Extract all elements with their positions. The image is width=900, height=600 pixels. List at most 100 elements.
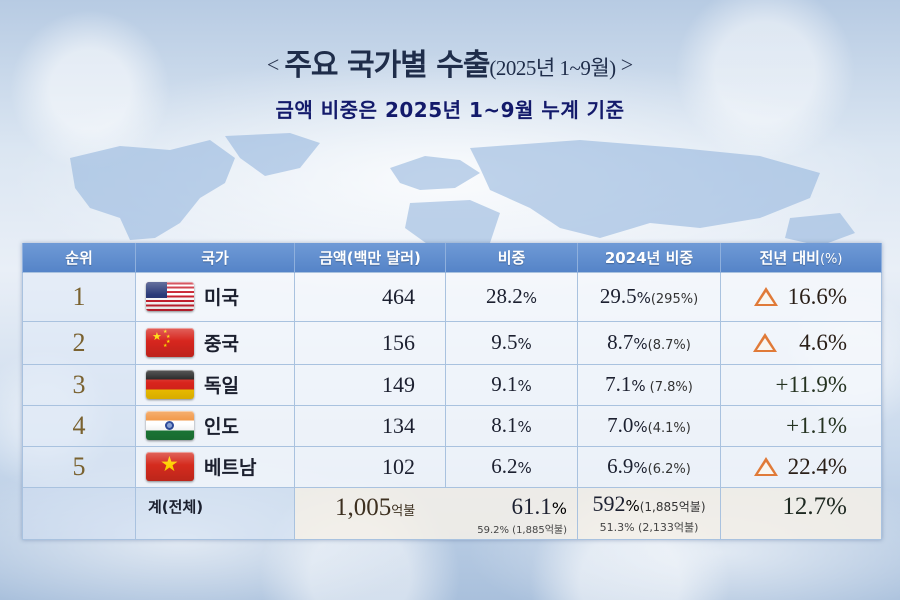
header-share-2024: 2024년 비중 — [577, 243, 721, 272]
total-label: 계(전체) — [148, 497, 204, 516]
amount-value: 464 — [382, 283, 415, 309]
share-unit: % — [517, 459, 532, 477]
amount-cell: 134 — [294, 404, 446, 447]
yoy-value: +1.1% — [786, 412, 847, 438]
share-2024-cell: 7.0%(4.1%) — [577, 404, 721, 447]
share-value: 8.1 — [491, 413, 518, 437]
share-2024-unit: % — [633, 459, 648, 477]
share-2024-unit: % — [631, 377, 646, 395]
amount-value: 149 — [382, 371, 415, 397]
triangle-decrease-icon — [753, 457, 778, 476]
share-cell: 6.2% — [445, 445, 578, 488]
amount-cell: 156 — [294, 320, 446, 365]
country-name: 인도 — [204, 416, 239, 438]
share-unit: % — [517, 335, 532, 353]
page-title: < 주요 국가별 수출(2025년 1~9월) > — [0, 40, 900, 84]
us-flag-icon — [146, 282, 194, 311]
rank-cell: 2 — [22, 320, 136, 365]
country-cell: 인도 — [135, 404, 295, 447]
share-unit: % — [522, 289, 537, 307]
yoy-cell: 22.4% — [720, 445, 882, 488]
subtitle: 금액 비중은 2025년 1~9월 누계 기준 — [275, 98, 625, 122]
share-2024-unit: % — [633, 335, 648, 353]
share-2024-value: 7.1 — [605, 372, 632, 396]
table-row: 1 미국 464 28.2% 29.5%(295%) 16.6% — [22, 271, 882, 322]
yoy-value: 22.4% — [787, 453, 847, 479]
total-label-cell: 계(전체) — [135, 486, 295, 540]
rank-cell: 4 — [22, 404, 136, 447]
yoy-cell: 16.6% — [720, 271, 882, 322]
yoy-cell: +1.1% — [720, 404, 882, 447]
header-yoy-label: 전년 대비 — [759, 248, 820, 267]
table-row: 4 인도 134 8.1% 7.0%(4.1%) +1.1% — [22, 404, 882, 447]
amount-cell: 102 — [294, 445, 446, 488]
share-2024-value: 6.9 — [607, 454, 634, 478]
share-cell: 28.2% — [445, 271, 578, 322]
share-value: 6.2 — [491, 454, 518, 478]
share-2024-unit: % — [636, 289, 651, 307]
world-map-background — [70, 133, 855, 246]
total-share-2024-unit: % — [625, 497, 640, 515]
share-value: 28.2 — [485, 284, 523, 308]
share-value: 9.5 — [491, 330, 518, 354]
total-rank-cell — [22, 486, 136, 540]
germany-flag-icon — [146, 370, 194, 399]
rank-cell: 1 — [22, 271, 136, 322]
country-name: 독일 — [204, 375, 239, 397]
share-2024-unit: % — [633, 418, 648, 436]
country-name: 미국 — [204, 287, 239, 309]
header-share: 비중 — [445, 243, 578, 272]
header-yoy: 전년 대비(%) — [720, 243, 882, 272]
share-cell: 9.5% — [445, 320, 578, 365]
vietnam-flag-icon: ★ — [146, 452, 194, 481]
amount-value: 134 — [382, 412, 415, 438]
china-flag-icon: ★ ★ ★ ★ ★ — [146, 328, 194, 357]
country-cell: ★ ★ ★ ★ ★ 중국 — [135, 320, 295, 365]
share-2024-paren: (7.8%) — [649, 380, 693, 395]
india-flag-icon — [146, 411, 194, 440]
header-country: 국가 — [135, 243, 295, 272]
total-amount-share-cell: 1,005억불 61.1% 59.2% (1,885억불) — [294, 486, 578, 540]
share-2024-paren: (6.2%) — [647, 462, 691, 477]
total-share-unit: % — [551, 499, 567, 518]
total-row: 계(전체) 1,005억불 61.1% 59.2% (1,885억불) 592%… — [22, 486, 882, 540]
country-cell: 독일 — [135, 363, 295, 406]
amount-value: 156 — [382, 329, 415, 355]
country-cell: 미국 — [135, 271, 295, 322]
total-yoy-value: 12.7% — [782, 493, 847, 520]
header-amount: 금액(백만 달러) — [294, 243, 446, 272]
share-unit: % — [517, 377, 532, 395]
share-2024-value: 29.5 — [599, 284, 637, 308]
total-share-2024-paren: (1,885억불) — [639, 500, 706, 514]
rank-value: 1 — [72, 281, 86, 311]
title-period: (2025년 1~9월) — [489, 56, 616, 80]
amount-cell: 149 — [294, 363, 446, 406]
total-share-2024-sub: 51.3% (2,133억불) — [599, 521, 699, 534]
share-cell: 9.1% — [445, 363, 578, 406]
yoy-value: 16.6% — [787, 283, 847, 309]
table-row: 3 독일 149 9.1% 7.1% (7.8%) +11.9% — [22, 363, 882, 406]
total-amount-unit: 억불 — [391, 504, 416, 519]
total-share-2024-value: 592 — [592, 491, 626, 516]
yoy-value: +11.9% — [775, 371, 847, 397]
rank-value: 5 — [72, 451, 86, 481]
table-row: 5 ★ 베트남 102 6.2% 6.9%(6.2%) 22.4% — [22, 445, 882, 488]
yoy-value: 4.6% — [799, 329, 847, 355]
title-bracket-right: > — [620, 52, 634, 77]
triangle-decrease-icon — [753, 333, 778, 352]
header-rank: 순위 — [22, 243, 136, 272]
header-yoy-unit: (%) — [819, 251, 843, 267]
share-2024-cell: 8.7%(8.7%) — [577, 320, 721, 365]
country-name: 베트남 — [204, 457, 257, 479]
total-share-sub: 59.2% (1,885억불) — [477, 525, 567, 536]
table-header-row: 순위 국가 금액(백만 달러) 비중 2024년 비중 전년 대비(%) — [22, 243, 882, 272]
yoy-cell: +11.9% — [720, 363, 882, 406]
share-unit: % — [517, 418, 532, 436]
title-main: 주요 국가별 수출 — [284, 48, 490, 83]
title-bracket-left: < — [266, 52, 280, 77]
rank-cell: 5 — [22, 445, 136, 488]
triangle-decrease-icon — [753, 287, 778, 306]
share-2024-paren: (295%) — [650, 292, 699, 307]
total-share-value: 61.1 — [511, 494, 552, 519]
rank-value: 2 — [72, 327, 86, 357]
